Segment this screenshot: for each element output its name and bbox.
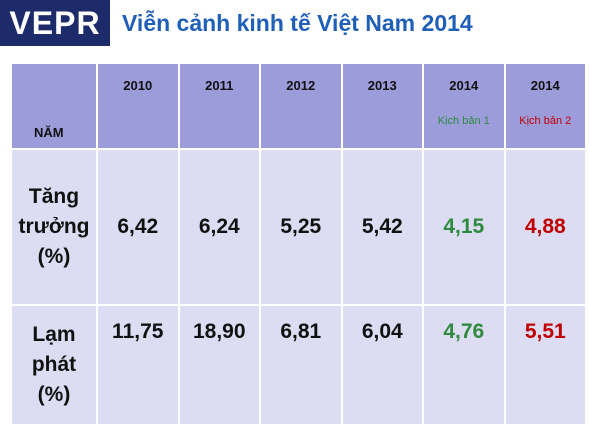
row-label-line: trưởng xyxy=(18,215,90,238)
data-row: Tăng trưởng (%) 6,42 6,24 5,25 5,42 4,15 4,88 xyxy=(10,148,587,306)
value-cell: 5,51 xyxy=(503,304,587,426)
header-cell: 2014 Kịch bản 1 xyxy=(422,62,506,150)
value-cell: 6,24 xyxy=(177,148,261,306)
row-label: Lạm phát (%) xyxy=(10,304,98,426)
year: 2011 xyxy=(205,78,234,93)
value-cell: 6,42 xyxy=(96,148,180,306)
data-row: Lạm phát (%) 11,75 18,90 6,81 6,04 4,76 5,51 xyxy=(10,304,587,426)
header-row: NĂM 2010 2011 2012 2013 2014 Kịch bản 1 2014 Kị… xyxy=(10,62,587,150)
value-cell: 4,15 xyxy=(422,148,506,306)
value-cell: 18,90 xyxy=(177,304,261,426)
year: 2012 xyxy=(286,78,316,93)
corner-cell: NĂM xyxy=(10,62,98,150)
header-cell: 2012 xyxy=(259,62,343,150)
value-cell: 4,76 xyxy=(422,304,506,426)
title: Viễn cảnh kinh tế Việt Nam 2014 xyxy=(122,10,473,36)
header-cell: 2013 xyxy=(340,62,424,150)
year: 2014 xyxy=(530,78,560,93)
scenario: Kịch bản 1 xyxy=(437,115,490,127)
year: 2013 xyxy=(367,78,397,93)
year: 2014 xyxy=(449,78,479,93)
value-cell: 11,75 xyxy=(96,304,180,426)
row-label: Tăng trưởng (%) xyxy=(10,148,98,306)
row-label-line: Lạm xyxy=(32,323,76,346)
value-cell: 4,88 xyxy=(503,148,587,306)
value-cell: 6,81 xyxy=(259,304,343,426)
header-cell: 2014 Kịch bản 2 xyxy=(503,62,587,150)
scenario: Kịch bản 2 xyxy=(519,115,572,127)
value-cell: 5,25 xyxy=(259,148,343,306)
header-cell: 2010 xyxy=(96,62,180,150)
year: 2010 xyxy=(123,78,153,93)
row-label-line: (%) xyxy=(37,383,71,406)
row-label-line: Tăng xyxy=(28,185,80,208)
row-label-line: phát xyxy=(31,353,77,376)
logo: VEPR xyxy=(0,0,110,46)
data-table: NĂM 2010 2011 2012 2013 2014 Kịch bản 1 2014 Kị… xyxy=(10,62,587,426)
row-label-line: (%) xyxy=(37,245,71,268)
value-cell: 6,04 xyxy=(340,304,424,426)
header-cell: 2011 xyxy=(177,62,261,150)
value-cell: 5,42 xyxy=(340,148,424,306)
